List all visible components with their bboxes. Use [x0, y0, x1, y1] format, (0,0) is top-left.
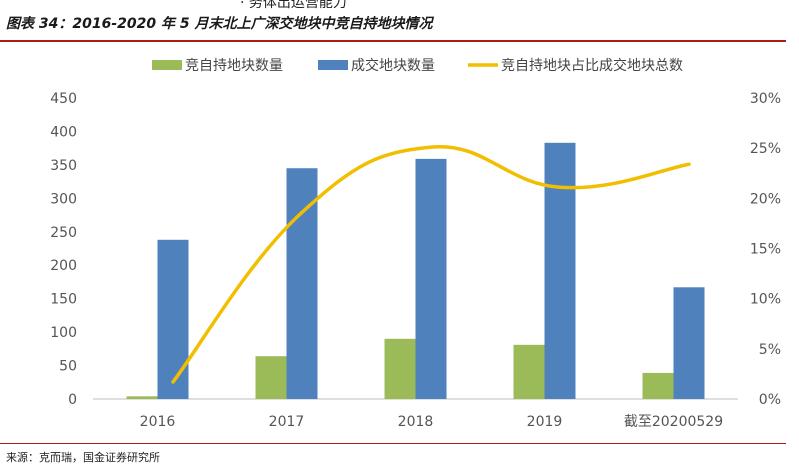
y-left-tick-label: 100: [50, 325, 77, 341]
y-left-tick-label: 300: [50, 191, 77, 207]
y-left-tick-label: 50: [59, 359, 77, 375]
x-tick-label: 2016: [140, 414, 176, 430]
bar-total: [544, 142, 576, 399]
axes: 0 50 100 150 200 250 300 350 400 450 0% 5% 10% 15% 20%…: [50, 91, 781, 430]
y-left-tick-label: 350: [50, 158, 77, 174]
y-left-tick-label: 250: [50, 225, 77, 241]
lines: [171, 145, 691, 384]
bar-total: [415, 158, 447, 399]
bar-self-held: [255, 356, 287, 399]
footer-divider: [0, 443, 786, 444]
y-right-tick-label: 5%: [759, 342, 781, 358]
title-divider: [0, 40, 786, 42]
x-tick-label: 截至20200529: [624, 414, 723, 430]
y-right-tick-label: 20%: [750, 191, 781, 207]
bar-self-held: [513, 344, 545, 399]
top-fragment-text: · 务体出运营能力: [240, 0, 347, 11]
bar-total: [157, 239, 189, 399]
y-right-tick-label: 15%: [750, 242, 781, 258]
x-tick-label: 2019: [527, 414, 563, 430]
legend-label-total: 成交地块数量: [351, 57, 435, 74]
bar-total: [673, 287, 705, 399]
figure-title: 图表 34：2016-2020 年 5 月末北上广深交地块中竞自持地块情况: [6, 16, 433, 32]
x-tick-label: 2018: [398, 414, 434, 430]
y-left-tick-label: 150: [50, 292, 77, 308]
y-left-tick-label: 0: [68, 392, 77, 408]
bar-self-held: [384, 338, 416, 399]
line-self-held-share: [171, 145, 691, 384]
y-left-tick-label: 400: [50, 124, 77, 140]
y-left-tick-label: 450: [50, 91, 77, 107]
legend-label-self-held: 竞自持地块数量: [185, 57, 283, 74]
legend-swatch-self-held: [152, 60, 182, 70]
legend-swatch-total: [318, 60, 348, 70]
x-tick-label: 2017: [269, 414, 305, 430]
legend: 竞自持地块数量 成交地块数量 竞自持地块占比成交地块总数: [152, 57, 683, 74]
y-right-tick-label: 10%: [750, 292, 781, 308]
bars: [126, 142, 705, 399]
bar-total: [286, 168, 318, 399]
y-right-tick-label: 25%: [750, 141, 781, 157]
source-note: 来源：克而瑞，国金证券研究所: [6, 451, 160, 464]
bar-self-held: [642, 372, 674, 399]
y-left-tick-label: 200: [50, 258, 77, 274]
y-right-tick-label: 30%: [750, 91, 781, 107]
y-right-tick-label: 0%: [759, 392, 781, 408]
legend-label-share: 竞自持地块占比成交地块总数: [501, 57, 683, 74]
bar-self-held: [126, 396, 158, 399]
